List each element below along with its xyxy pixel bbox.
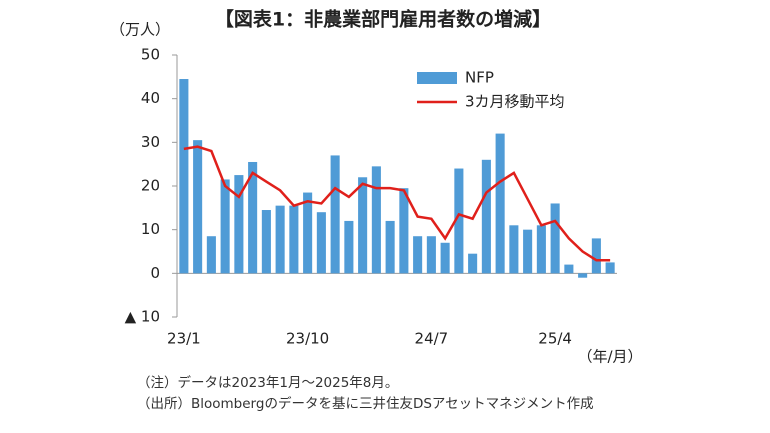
bar <box>316 212 326 274</box>
note: （注）データは2023年1月～2025年8月。 <box>137 374 398 391</box>
bar <box>179 79 189 274</box>
legend-label: 3カ月移動平均 <box>465 93 565 111</box>
bar <box>344 220 354 274</box>
legend-label: NFP <box>465 69 494 87</box>
bar <box>289 205 299 274</box>
chart-title: 【図表1：非農業部門雇用者数の増減】 <box>215 8 551 31</box>
x-tick-label: 23/10 <box>286 330 329 348</box>
bar <box>371 166 381 274</box>
bar <box>454 168 464 274</box>
bar <box>591 238 601 274</box>
bar <box>358 177 368 274</box>
bar <box>248 161 258 274</box>
x-tick-label: 23/1 <box>167 330 201 348</box>
bar <box>303 192 313 274</box>
y-tick-label: 50 <box>141 46 160 64</box>
bar <box>495 133 505 274</box>
y-tick-label: 10 <box>141 220 160 238</box>
x-tick-label: 24/7 <box>415 330 449 348</box>
x-tick-label: 25/4 <box>538 330 572 348</box>
bar <box>605 262 615 274</box>
bar <box>193 140 203 274</box>
bar <box>275 205 285 274</box>
bar <box>578 273 588 278</box>
y-unit: （万人） <box>110 21 170 39</box>
note: （出所）Bloombergのデータを基に三井住友DSアセットマネジメント作成 <box>137 395 594 412</box>
bar <box>399 188 409 274</box>
bar <box>385 220 395 274</box>
bar <box>468 253 478 274</box>
x-unit: （年/月） <box>577 348 642 366</box>
bar <box>481 159 491 274</box>
bar <box>509 225 519 274</box>
y-tick-label: 30 <box>141 133 160 151</box>
y-tick-label: 20 <box>141 177 160 195</box>
bar <box>564 264 574 274</box>
y-tick-label: ▲ 10 <box>125 308 160 326</box>
bar <box>523 229 533 274</box>
bar <box>550 203 560 274</box>
bar <box>413 236 423 274</box>
y-tick-label: 0 <box>150 264 160 282</box>
legend-swatch <box>417 72 457 84</box>
y-tick-label: 40 <box>141 89 160 107</box>
bar <box>440 242 450 274</box>
bar <box>536 225 546 274</box>
line <box>183 145 611 262</box>
bar <box>206 236 216 274</box>
bar <box>426 236 436 274</box>
bar <box>234 175 244 274</box>
bar <box>261 210 271 274</box>
bar <box>330 155 340 274</box>
bar <box>220 179 230 274</box>
